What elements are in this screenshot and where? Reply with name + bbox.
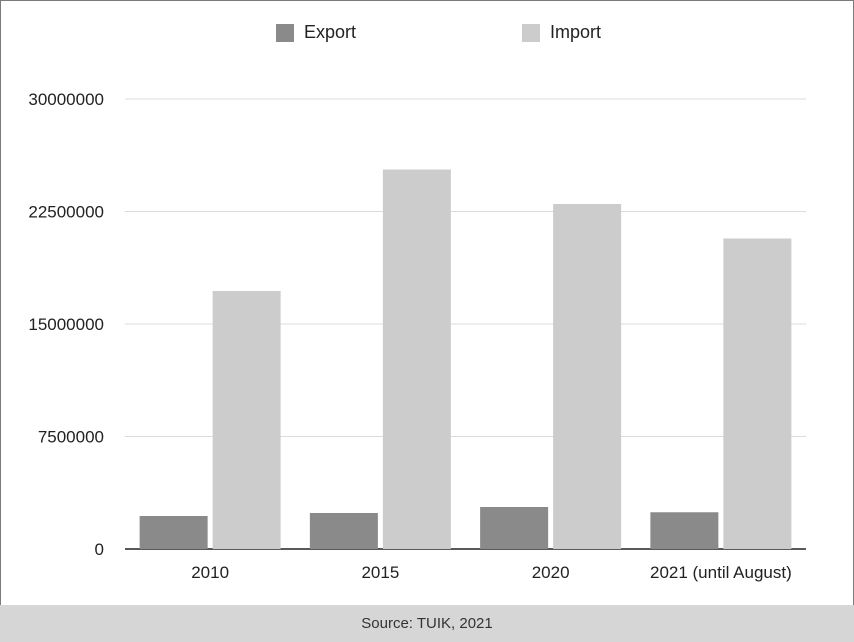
legend-label-import: Import [550,22,602,42]
source-bar: Source: TUIK, 2021 [0,605,854,642]
source-text: Source: TUIK, 2021 [361,615,493,632]
bar-import-2 [553,204,622,549]
bar-import-1 [382,169,451,549]
legend-label-export: Export [304,22,357,42]
y-tick-label: 7500000 [38,428,104,447]
x-tick-label: 2015 [361,563,399,582]
legend-swatch-export [276,23,294,42]
y-tick-label: 15000000 [28,315,104,334]
y-tick-label: 0 [95,540,104,559]
x-tick-label: 2021 (until August) [650,563,792,582]
legend-item-import: Import [522,22,601,43]
legend-swatch-import [522,23,540,42]
bar-export-3 [650,512,719,549]
bar-import-0 [212,291,281,549]
bar-import-3 [723,238,792,549]
bar-export-1 [309,513,378,549]
bar-export-2 [480,507,549,549]
y-tick-label: 22500000 [28,203,104,222]
legend: Export Import [0,20,854,46]
bar-export-0 [139,516,208,549]
legend-item-export: Export [276,22,356,43]
x-tick-label: 2020 [532,563,570,582]
x-tick-label: 2010 [191,563,229,582]
y-tick-label: 30000000 [28,90,104,109]
